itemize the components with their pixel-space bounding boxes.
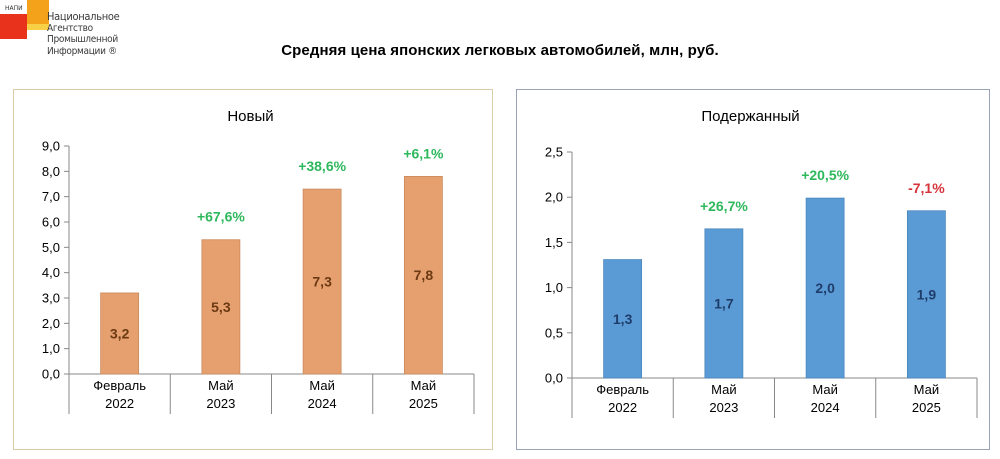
chart-used-y-tick-label: 1,0 [545,280,563,295]
logo-line-3: Промышленной [47,34,118,45]
chart-used-title: Подержанный [701,108,799,125]
chart-used-bar [805,197,845,379]
chart-used-value-label: 2,0 [815,280,835,296]
chart-used-category-label: Май [812,382,837,397]
chart-used-svg: Подержанный 0,0 0,5 1,0 1,5 2,0 2,5 Февраль 2022… [545,108,978,418]
chart-new-bar [100,292,140,375]
chart-used-y-tick-label: 2,0 [545,190,563,205]
chart-used-category-year: 2023 [709,400,738,415]
chart-new-value-label: 7,3 [312,274,332,290]
chart-used-y-tick-label: 1,5 [545,235,563,250]
chart-new-category-label: Май [309,378,334,393]
chart-new-category-year: 2024 [308,396,337,411]
chart-used-bar [906,210,946,379]
chart-new-y-tick-label: 3,0 [42,291,60,306]
chart-new-bar [403,176,443,375]
chart-panel-new: Новый 0,0 1,0 2,0 3,0 4,0 5,0 6,0 7,0 8,0 9,0 Февра… [13,89,493,450]
chart-used-bar [704,228,744,379]
chart-new-y-tick-label: 8,0 [42,164,60,179]
chart-used-change-label: +26,7% [700,198,748,214]
chart-new-category-label: Май [208,378,233,393]
chart-used-category-year: 2024 [811,400,840,415]
chart-used-category-year: 2025 [912,400,941,415]
chart-new-value-label: 5,3 [211,299,231,315]
logo-red-square [0,14,27,39]
chart-used-y-tick-label: 0,5 [545,325,563,340]
chart-new-category-year: 2025 [409,396,438,411]
chart-used-y-tick-label: 2,5 [545,145,563,160]
chart-new-category-label: Февраль [93,378,146,393]
chart-new-y-tick-label: 9,0 [42,139,60,154]
chart-used-category-label: Февраль [596,382,649,397]
chart-new-bar [302,188,342,375]
chart-used-category-label: Май [914,382,939,397]
chart-used-change-label: -7,1% [908,180,945,196]
chart-new-change-label: +67,6% [197,209,245,225]
chart-used-bar [603,259,643,379]
logo-agency-name: Национальное Агентство Промышленной Инфо… [47,10,120,57]
chart-new-y-tick-label: 1,0 [42,341,60,356]
chart-used-change-label: +20,5% [801,167,849,183]
chart-new-category-year: 2022 [105,396,134,411]
napi-logo: НАПИ Национальное Агентство Промышленной… [0,0,130,70]
chart-used-category-label: Май [711,382,736,397]
logo-line-1: Национальное [47,10,120,23]
logo-abbreviation: НАПИ [4,5,24,12]
chart-used-value-label: 1,9 [917,286,937,302]
chart-new-bar [201,239,241,375]
chart-new-y-tick-label: 4,0 [42,265,60,280]
logo-yellow-square [27,24,49,30]
chart-new-value-label: 3,2 [110,325,130,341]
logo-orange-square [27,0,49,24]
chart-used-value-label: 1,7 [714,295,734,311]
chart-new-category-label: Май [411,378,436,393]
chart-new-value-label: 7,8 [414,267,434,283]
chart-panel-used: Подержанный 0,0 0,5 1,0 1,5 2,0 2,5 Февраль 2022… [516,89,990,450]
chart-new-title: Новый [227,108,273,125]
chart-new-category-year: 2023 [206,396,235,411]
chart-new-y-tick-label: 7,0 [42,189,60,204]
logo-line-2: Агентство [47,22,93,34]
chart-new-y-tick-label: 5,0 [42,240,60,255]
chart-new-change-label: +38,6% [298,158,346,174]
chart-new-y-tick-label: 2,0 [42,316,60,331]
chart-used-y-tick-label: 0,0 [545,371,563,386]
chart-new-change-label: +6,1% [403,145,444,161]
chart-used-value-label: 1,3 [613,311,633,327]
chart-used-category-year: 2022 [608,400,637,415]
page-title: Средняя цена японских легковых автомобил… [281,42,719,59]
chart-new-svg: Новый 0,0 1,0 2,0 3,0 4,0 5,0 6,0 7,0 8,0 9,0 Февра… [42,108,475,414]
logo-line-4: Информации ® [47,45,117,57]
chart-new-y-tick-label: 6,0 [42,215,60,230]
chart-new-y-tick-label: 0,0 [42,367,60,382]
